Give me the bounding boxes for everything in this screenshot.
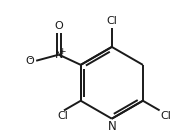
Text: -: - xyxy=(28,53,32,63)
Text: N: N xyxy=(107,120,116,133)
Text: Cl: Cl xyxy=(160,111,171,121)
Text: Cl: Cl xyxy=(106,16,117,26)
Text: N: N xyxy=(55,50,63,60)
Text: O: O xyxy=(54,21,63,31)
Text: O: O xyxy=(25,56,34,66)
Text: +: + xyxy=(59,47,66,56)
Text: Cl: Cl xyxy=(58,111,69,121)
